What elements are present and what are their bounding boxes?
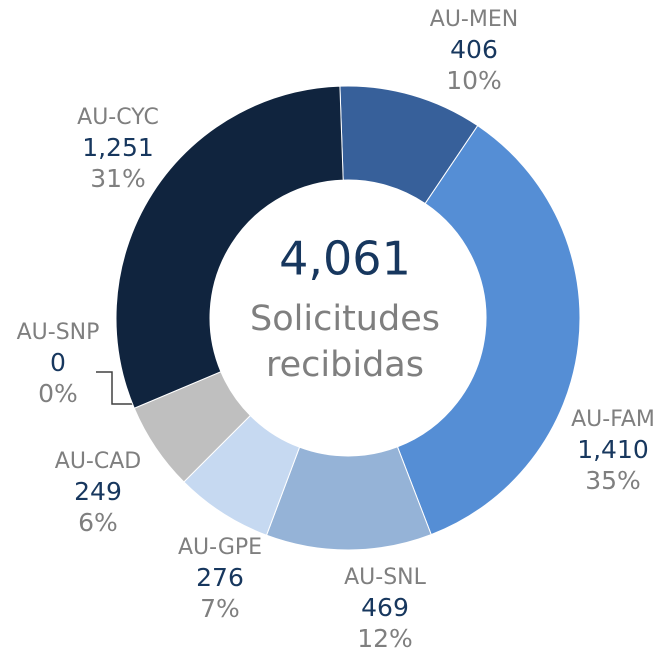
slice-value: 249 — [74, 477, 122, 506]
slice-percent: 7% — [200, 594, 240, 623]
slice-name: AU-SNL — [344, 565, 427, 590]
center-total: 4,061 — [279, 232, 411, 286]
center-text: Solicitudes — [250, 299, 440, 339]
slice — [115, 85, 344, 409]
slice-name: AU-SNP — [17, 320, 100, 345]
slice-value: 0 — [50, 348, 66, 377]
slice-percent: 6% — [78, 508, 118, 537]
slice — [396, 124, 581, 536]
slice-percent: 0% — [38, 379, 78, 408]
slice-name: AU-CAD — [55, 449, 141, 474]
slice-name: AU-FAM — [571, 407, 655, 432]
slice-percent: 10% — [446, 66, 502, 95]
slice-value: 1,410 — [577, 435, 649, 464]
slice-value: 406 — [450, 35, 498, 64]
slice-percent: 31% — [90, 164, 146, 193]
slice-percent: 35% — [585, 466, 641, 495]
slice-name: AU-CYC — [77, 105, 159, 130]
center-text: recibidas — [266, 345, 424, 385]
slice-percent: 12% — [357, 624, 413, 652]
slice-name: AU-MEN — [430, 7, 518, 32]
slice-value: 276 — [196, 563, 244, 592]
slice-value: 469 — [361, 593, 409, 622]
leader-line — [96, 371, 134, 405]
slice-name: AU-GPE — [178, 535, 262, 560]
slice-value: 1,251 — [82, 133, 154, 162]
